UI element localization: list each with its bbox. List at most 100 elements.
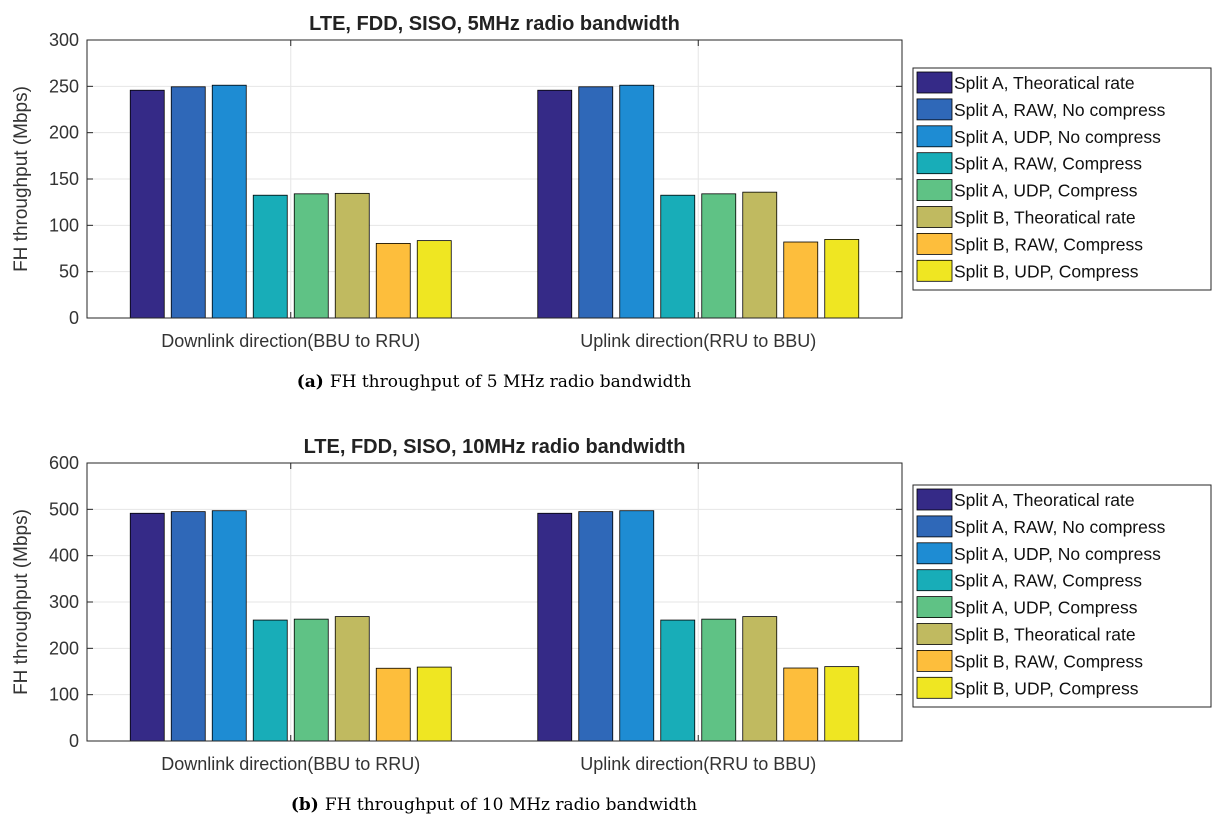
y-axis-label: FH throughput (Mbps) — [11, 86, 32, 272]
figure-caption: (b) FH throughput of 10 MHz radio bandwid… — [291, 795, 697, 815]
y-axis: 0 100 200 300 400 500 600 — [49, 453, 902, 751]
y-tick-label: 400 — [49, 546, 79, 566]
bar — [619, 510, 655, 742]
legend-label: Split B, Theoratical rate — [954, 208, 1136, 228]
legend-box — [912, 484, 1212, 708]
y-tick-label: 100 — [49, 685, 79, 705]
legend-swatch — [916, 206, 953, 228]
legend-swatch — [916, 596, 953, 618]
legend-item: Split A, RAW, No compress — [916, 98, 1166, 121]
legend-label: Split A, Theoratical rate — [954, 490, 1135, 510]
bar — [211, 510, 247, 742]
bars — [129, 510, 860, 742]
bar — [783, 241, 819, 319]
legend-item: Split A, RAW, Compress — [916, 152, 1142, 175]
y-tick-label: 300 — [49, 30, 79, 50]
legend-item: Split A, Theoratical rate — [916, 71, 1135, 94]
legend-swatch — [916, 125, 953, 148]
bar — [742, 191, 778, 319]
bar — [660, 194, 696, 319]
legend: Split A, Theoratical rate Split A, RAW, N… — [912, 67, 1212, 291]
bar — [252, 194, 288, 319]
legend-item: Split A, UDP, Compress — [916, 179, 1138, 202]
legend-item: Split B, RAW, Compress — [916, 232, 1143, 255]
bar — [129, 89, 165, 319]
legend-swatch — [916, 179, 953, 202]
bar — [293, 618, 329, 742]
y-axis: 0 50 100 150 200 250 300 — [49, 30, 902, 328]
caption-label: (a) — [297, 372, 324, 392]
legend-swatch — [916, 569, 953, 592]
figure-caption: (a) FH throughput of 5 MHz radio bandwidt… — [297, 372, 692, 392]
legend-swatch — [916, 623, 953, 645]
legend-label: Split B, UDP, Compress — [954, 261, 1139, 281]
x-category-label: Downlink direction(BBU to RRU) — [161, 331, 420, 351]
legend-swatch — [916, 259, 953, 282]
legend-label: Split B, RAW, Compress — [954, 234, 1143, 254]
legend-item: Split A, UDP, No compress — [916, 125, 1161, 148]
bar — [375, 242, 411, 319]
legend-item: Split A, UDP, Compress — [916, 596, 1138, 618]
chart-b: 0 100 200 300 400 500 600 Downlink direction(BB… — [11, 436, 1212, 815]
legend-swatch — [916, 98, 953, 121]
legend-label: Split B, Theoratical rate — [954, 625, 1136, 645]
y-tick-label: 600 — [49, 453, 79, 473]
y-tick-label: 100 — [49, 215, 79, 235]
bar — [660, 619, 696, 742]
bar — [416, 666, 452, 742]
y-tick-label: 0 — [69, 731, 79, 751]
bar — [701, 618, 737, 742]
bar — [252, 619, 288, 742]
x-category-label: Downlink direction(BBU to RRU) — [161, 754, 420, 774]
caption-text: FH throughput of 5 MHz radio bandwidth — [330, 372, 692, 392]
bar — [701, 193, 737, 319]
bar — [416, 240, 452, 319]
legend-swatch — [916, 71, 953, 94]
legend-label: Split B, RAW, Compress — [954, 651, 1143, 671]
bar — [578, 86, 614, 319]
legend-label: Split A, UDP, No compress — [954, 544, 1161, 564]
y-tick-label: 200 — [49, 123, 79, 143]
legend-label: Split A, RAW, Compress — [954, 154, 1142, 174]
bar — [170, 511, 206, 742]
bar — [334, 192, 370, 319]
legend-label: Split A, Theoratical rate — [954, 73, 1135, 93]
legend-label: Split A, UDP, Compress — [954, 598, 1138, 618]
bar — [537, 89, 573, 319]
legend-swatch — [916, 542, 953, 565]
legend-swatch — [916, 488, 953, 511]
x-category-label: Uplink direction(RRU to BBU) — [580, 331, 816, 351]
legend-box — [912, 67, 1212, 291]
legend-item: Split B, Theoratical rate — [916, 623, 1136, 645]
y-tick-label: 500 — [49, 499, 79, 519]
y-tick-label: 300 — [49, 592, 79, 612]
caption-label: (b) — [291, 795, 319, 815]
bar — [334, 616, 370, 742]
y-axis-label: FH throughput (Mbps) — [11, 509, 32, 695]
bar — [170, 86, 206, 319]
y-tick-label: 250 — [49, 76, 79, 96]
x-axis: Downlink direction(BBU to RRU) Uplink dir… — [161, 40, 816, 351]
legend-swatch — [916, 152, 953, 175]
chart-title: LTE, FDD, SISO, 5MHz radio bandwidth — [309, 13, 680, 35]
legend-swatch — [916, 676, 953, 699]
legend-item: Split B, UDP, Compress — [916, 676, 1139, 699]
bar — [619, 84, 655, 319]
legend-label: Split A, UDP, No compress — [954, 127, 1161, 147]
legend-swatch — [916, 515, 953, 538]
y-tick-label: 200 — [49, 638, 79, 658]
bar — [742, 616, 778, 742]
x-category-label: Uplink direction(RRU to BBU) — [580, 754, 816, 774]
legend-label: Split A, RAW, No compress — [954, 100, 1166, 120]
legend-swatch — [916, 232, 953, 255]
legend-item: Split B, RAW, Compress — [916, 650, 1143, 672]
y-tick-label: 150 — [49, 169, 79, 189]
bar — [824, 239, 860, 319]
bar — [537, 512, 573, 742]
y-tick-label: 50 — [59, 262, 79, 282]
legend-label: Split A, UDP, Compress — [954, 181, 1138, 201]
x-axis: Downlink direction(BBU to RRU) Uplink dir… — [161, 463, 816, 774]
bar — [129, 512, 165, 742]
legend-item: Split A, RAW, No compress — [916, 515, 1166, 538]
